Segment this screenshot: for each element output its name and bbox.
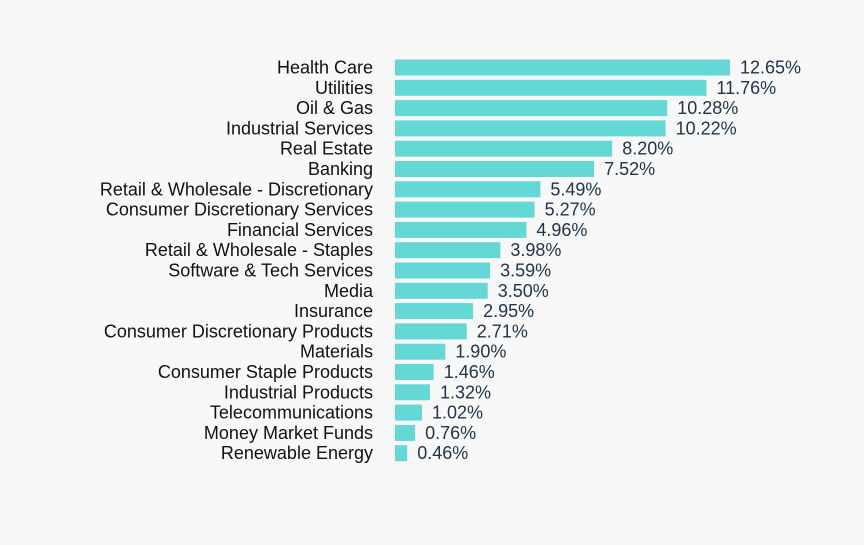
category-label-telecommunications: Telecommunications: [210, 403, 373, 423]
value-label-industrial-products: 1.32%: [440, 382, 491, 402]
bar-retail-and-wholesale-staples: [395, 242, 501, 259]
value-label-consumer-staple-products: 1.46%: [444, 362, 495, 382]
value-label-retail-and-wholesale-staples: 3.98%: [510, 240, 561, 260]
bar-industrial-services: [395, 120, 666, 137]
value-labels-layer: 12.65%11.76%10.28%10.22%8.20%7.52%5.49%5…: [417, 58, 801, 464]
category-label-consumer-staple-products: Consumer Staple Products: [158, 362, 373, 382]
category-label-media: Media: [324, 281, 374, 301]
category-label-retail-and-wholesale-staples: Retail & Wholesale - Staples: [145, 240, 373, 260]
bar-utilities: [395, 79, 707, 96]
category-label-financial-services: Financial Services: [227, 220, 373, 240]
bar-insurance: [395, 303, 474, 320]
bar-consumer-discretionary-products: [395, 323, 467, 340]
bars-layer: [395, 59, 730, 462]
value-label-materials: 1.90%: [455, 342, 506, 362]
category-label-industrial-products: Industrial Products: [224, 382, 373, 402]
value-label-telecommunications: 1.02%: [432, 403, 483, 423]
category-label-real-estate: Real Estate: [280, 139, 373, 159]
category-label-consumer-discretionary-products: Consumer Discretionary Products: [104, 321, 373, 341]
value-label-consumer-discretionary-products: 2.71%: [477, 321, 528, 341]
bar-industrial-products: [395, 384, 430, 401]
bar-materials: [395, 343, 446, 360]
bar-consumer-staple-products: [395, 364, 434, 380]
category-label-utilities: Utilities: [315, 78, 373, 98]
category-label-banking: Banking: [308, 159, 373, 179]
bar-oil-and-gas: [395, 100, 668, 117]
bar-media: [395, 282, 488, 299]
value-label-industrial-services: 10.22%: [676, 118, 737, 138]
value-label-financial-services: 4.96%: [536, 220, 587, 240]
value-label-health-care: 12.65%: [740, 58, 801, 78]
bar-telecommunications: [395, 404, 422, 421]
bar-renewable-energy: [395, 445, 408, 462]
value-label-oil-and-gas: 10.28%: [677, 98, 738, 118]
bar-software-and-tech-services: [395, 262, 491, 279]
value-label-utilities: 11.76%: [716, 78, 776, 98]
category-label-consumer-discretionary-services: Consumer Discretionary Services: [106, 200, 373, 220]
bar-consumer-discretionary-services: [395, 201, 535, 218]
bar-health-care: [395, 59, 730, 76]
bar-financial-services: [395, 221, 527, 238]
value-label-media: 3.50%: [498, 281, 549, 301]
category-label-money-market-funds: Money Market Funds: [204, 423, 373, 443]
value-label-insurance: 2.95%: [483, 301, 534, 321]
category-label-insurance: Insurance: [294, 301, 373, 321]
value-label-retail-and-wholesale-discretionary: 5.49%: [550, 179, 601, 199]
value-label-banking: 7.52%: [604, 159, 655, 179]
bar-banking: [395, 161, 595, 177]
bar-real-estate: [395, 140, 613, 157]
value-label-consumer-discretionary-services: 5.27%: [545, 200, 596, 220]
category-label-software-and-tech-services: Software & Tech Services: [168, 261, 373, 281]
bar-retail-and-wholesale-discretionary: [395, 181, 541, 198]
category-label-health-care: Health Care: [277, 58, 373, 78]
value-label-money-market-funds: 0.76%: [425, 423, 476, 443]
category-label-oil-and-gas: Oil & Gas: [296, 98, 373, 118]
category-label-industrial-services: Industrial Services: [226, 118, 373, 138]
bar-money-market-funds: [395, 424, 416, 441]
category-label-retail-and-wholesale-discretionary: Retail & Wholesale - Discretionary: [100, 179, 373, 199]
value-label-real-estate: 8.20%: [622, 139, 673, 159]
value-label-software-and-tech-services: 3.59%: [500, 261, 551, 281]
category-label-renewable-energy: Renewable Energy: [221, 443, 373, 463]
category-label-materials: Materials: [300, 342, 373, 362]
value-label-renewable-energy: 0.46%: [417, 443, 468, 463]
